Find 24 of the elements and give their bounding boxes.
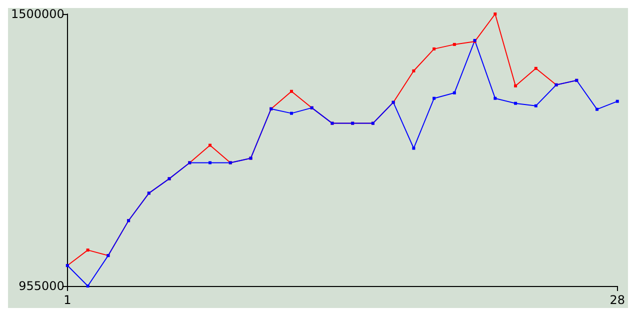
point bbox=[412, 146, 416, 150]
point bbox=[452, 42, 456, 46]
point bbox=[290, 112, 293, 115]
point bbox=[412, 69, 416, 72]
point bbox=[494, 96, 497, 100]
point bbox=[86, 284, 90, 288]
point bbox=[432, 96, 436, 100]
x-tick-label: 28 bbox=[610, 293, 626, 307]
point bbox=[494, 12, 497, 16]
x-tick-label: 1 bbox=[64, 293, 72, 307]
point bbox=[534, 104, 538, 108]
point bbox=[534, 66, 538, 70]
point bbox=[290, 90, 293, 93]
point bbox=[616, 100, 619, 103]
point bbox=[86, 248, 90, 252]
point bbox=[208, 144, 212, 147]
point bbox=[452, 91, 456, 94]
point bbox=[514, 84, 518, 88]
y-tick-label: 955000 bbox=[18, 279, 64, 293]
point bbox=[514, 102, 518, 105]
point bbox=[432, 47, 436, 50]
point bbox=[596, 108, 598, 111]
point bbox=[208, 161, 212, 164]
y-tick-label: 1500000 bbox=[10, 7, 64, 21]
